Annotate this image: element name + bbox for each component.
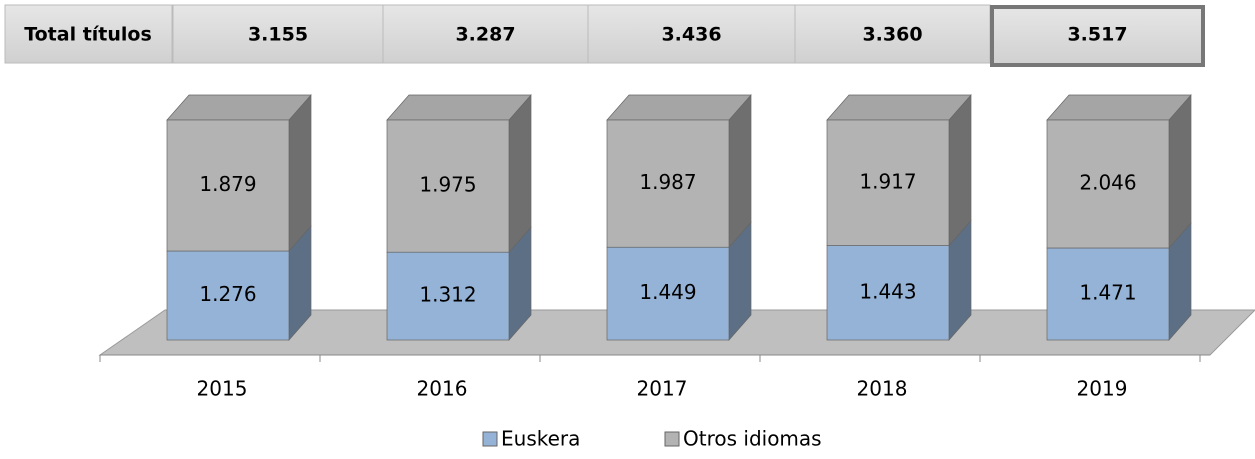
- data-label: 1.443: [859, 279, 916, 303]
- data-label: 1.276: [199, 282, 256, 306]
- x-tick-label: 2016: [417, 377, 468, 401]
- x-tick-label: 2017: [637, 377, 688, 401]
- table-cell-text: 3.517: [1067, 24, 1127, 46]
- bar-top: [166, 94, 312, 121]
- bar-side: [508, 94, 532, 254]
- data-label: 1.312: [419, 283, 476, 307]
- bar-top: [606, 94, 752, 121]
- bar: [1046, 119, 1170, 249]
- table-cell-text: 3.436: [661, 24, 721, 46]
- bar: [826, 245, 950, 341]
- bar: [606, 246, 730, 341]
- bar-top: [1046, 94, 1192, 121]
- table-cell: [382, 4, 589, 64]
- data-label: 1.975: [419, 173, 476, 197]
- data-label: 1.449: [639, 280, 696, 304]
- table-cell: [172, 4, 384, 64]
- bar-side: [288, 94, 312, 252]
- table-cell-text: 3.287: [455, 24, 515, 46]
- table-cell: [587, 4, 796, 64]
- totals-table: Total títulos 3.155 3.287 3.436 3.360 3.517: [4, 4, 1205, 67]
- x-tick-label: 2015: [197, 377, 248, 401]
- bar: [166, 119, 290, 252]
- bar: [386, 119, 510, 253]
- bar-top: [386, 94, 532, 121]
- data-label: 1.917: [859, 169, 916, 193]
- data-label: 1.987: [639, 170, 696, 194]
- table-cell-text: 3.155: [248, 24, 308, 46]
- legend-label: Euskera: [501, 427, 580, 451]
- plot: 1.276 1.879 2015 1.312 1.975 2016 1.449 1.987 20…: [99, 94, 1201, 451]
- bar-top: [826, 94, 972, 121]
- legend-swatch: [482, 431, 498, 447]
- legend-label: Otros idiomas: [683, 427, 822, 451]
- table-cell: [794, 4, 991, 64]
- x-tick-label: 2019: [1077, 377, 1128, 401]
- table-cell: [990, 5, 1205, 67]
- data-label: 1.879: [199, 172, 256, 196]
- legend-swatch: [664, 431, 680, 447]
- x-tick-label: 2018: [857, 377, 908, 401]
- bar-side: [728, 94, 752, 249]
- data-label: 2.046: [1079, 170, 1136, 194]
- bar: [386, 251, 510, 341]
- bar: [166, 250, 290, 341]
- data-label: 1.471: [1079, 280, 1136, 304]
- bar: [606, 119, 730, 248]
- bar-side: [1168, 94, 1192, 249]
- bar-side: [948, 94, 972, 247]
- bar: [826, 119, 950, 246]
- table-cell-text: 3.360: [862, 24, 922, 46]
- table-header-cell: [4, 4, 173, 64]
- bar: [1046, 247, 1170, 341]
- table-header: Total títulos: [24, 24, 152, 46]
